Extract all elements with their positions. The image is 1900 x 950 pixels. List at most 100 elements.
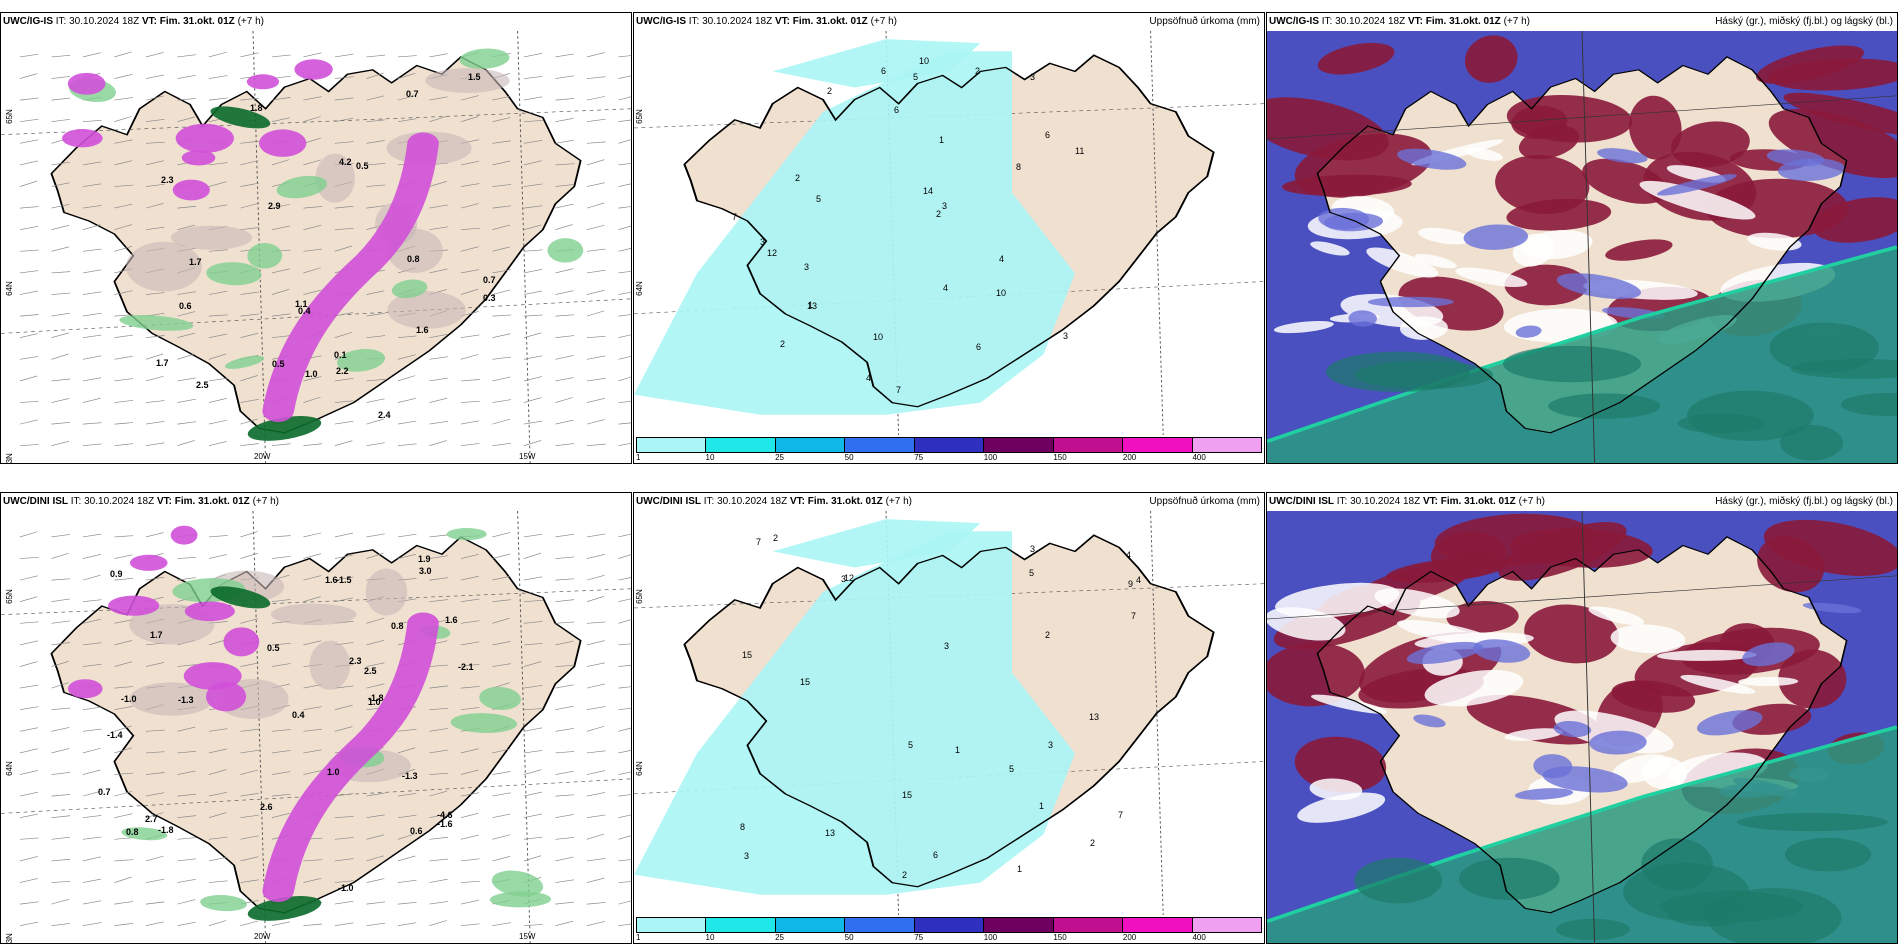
wind-barb: [429, 599, 449, 603]
wind-barb: [334, 793, 354, 797]
light-precip-area: [489, 891, 552, 908]
hatched-area: [126, 241, 202, 292]
wind-barb: [114, 725, 132, 732]
wind-barb: [492, 617, 510, 624]
wind-barb: [429, 534, 449, 538]
wind-barb: [82, 747, 101, 754]
wind-barb: [618, 314, 631, 317]
wind-barb: [618, 727, 631, 732]
coastline: [1316, 536, 1848, 914]
wind-value-label: 0.5: [356, 161, 369, 171]
wind-barb: [177, 556, 197, 559]
magenta-precip-cell: [170, 525, 198, 545]
wind-value-label: 0.6: [410, 826, 423, 836]
wind-barb: [523, 642, 543, 646]
wind-barb: [429, 356, 448, 360]
wind-barb: [145, 52, 164, 58]
wind-barb: [397, 443, 417, 447]
wind-barb: [366, 398, 385, 403]
wind-value-label: 0.8: [391, 621, 404, 631]
high-cloud-patch: [1582, 158, 1669, 204]
wind-barb: [271, 203, 291, 209]
map-panel-precip[interactable]: UWC/DINI ISL IT: 30.10.2024 18Z VT: Fim.…: [633, 492, 1265, 944]
wind-barb: [240, 291, 260, 295]
wind-barb: [240, 227, 260, 231]
wind-barb: [397, 375, 416, 382]
axis-tick-label: 15W: [519, 932, 536, 941]
wind-barb: [397, 879, 417, 883]
map-canvas[interactable]: 0.4 1.0 -1.8 -1.3 -1.8 1.6 0.7 0.8 -1.5 -1.0 0.6 -1…: [1, 511, 631, 943]
wind-barb: [460, 641, 480, 646]
graticule-line: [517, 31, 531, 463]
axis-tick-label: 65N: [634, 109, 644, 124]
wind-barb: [208, 441, 227, 447]
mid-cloud-patch: [1533, 754, 1573, 779]
wind-barb: [492, 442, 512, 447]
wind-barb: [523, 120, 543, 123]
wind-barb: [429, 664, 449, 667]
wind-barb: [271, 225, 291, 231]
valid-label: VT:: [789, 496, 805, 507]
magenta-precip-cell: [294, 59, 333, 80]
convergence-band: [262, 132, 439, 422]
wind-barb: [555, 856, 574, 862]
map-panel-wind[interactable]: UWC/IG-IS IT: 30.10.2024 18Z VT: Fim. 31…: [0, 12, 632, 464]
init-time: IT: 30.10.2024 18Z: [703, 496, 788, 507]
wind-barb: [240, 313, 260, 317]
wind-barb: [114, 51, 132, 58]
wind-barb: [303, 553, 322, 559]
wind-barb: [240, 920, 259, 927]
map-canvas[interactable]: [1267, 31, 1897, 463]
wind-barb: [114, 160, 133, 166]
high-cloud-patch: [1464, 35, 1518, 83]
precip-amount-label: 14: [923, 186, 934, 196]
light-precip-area: [391, 279, 428, 299]
wind-barb: [208, 290, 228, 295]
map-panel-cloud[interactable]: UWC/IG-IS IT: 30.10.2024 18Z VT: Fim. 31…: [1266, 12, 1898, 464]
map-canvas[interactable]: 1 3 3 6 5 4 2 13 15 8 7 5 12 13 15 4 7 5 2 3 2 7 1 2 9 15 1 3 3 65N 64…: [634, 511, 1264, 915]
high-cloud-patch: [1524, 604, 1619, 664]
map-canvas[interactable]: 0.7 1.0 4.2 2.4 2.2 1.7 0.8 0.5 0.1 1.1 1.8 1.7 0.6 0…: [1, 31, 631, 463]
precip-amount-label: 2: [773, 533, 779, 543]
wind-barb: [82, 205, 102, 209]
wind-barb: [177, 205, 197, 209]
wind-barb: [82, 224, 101, 231]
wind-barb: [618, 55, 631, 58]
coastline: [683, 54, 1215, 408]
wind-barb: [240, 160, 259, 166]
map-panel-wind[interactable]: UWC/DINI ISL IT: 30.10.2024 18Z VT: Fim.…: [0, 492, 632, 944]
legend-label: 75: [914, 453, 924, 462]
wind-barb: [334, 900, 354, 905]
wind-barb: [271, 750, 291, 754]
legend-label: 200: [1122, 453, 1137, 462]
legend-swatch: [984, 438, 1054, 452]
wind-barb: [460, 769, 479, 775]
wind-barb: [240, 618, 259, 624]
precip-amount-label: 2: [795, 173, 801, 183]
legend-swatch: [845, 918, 915, 932]
model-name: UWC/IG-IS: [636, 16, 686, 27]
wind-barb: [82, 663, 102, 667]
wind-barb: [303, 859, 323, 862]
legend-swatch: [1123, 918, 1193, 932]
wind-barb: [240, 375, 258, 382]
map-panel-precip[interactable]: UWC/IG-IS IT: 30.10.2024 18Z VT: Fim. 31…: [633, 12, 1265, 464]
wind-barb: [19, 856, 38, 862]
axis-tick-label: 15W: [519, 452, 536, 461]
wind-barb: [145, 183, 165, 187]
map-panel-cloud[interactable]: UWC/DINI ISL IT: 30.10.2024 18Z VT: Fim.…: [1266, 492, 1898, 944]
wind-value-label: -1.0: [121, 694, 137, 704]
wind-barb: [114, 686, 134, 689]
wind-barb: [460, 553, 479, 559]
map-canvas[interactable]: 2 3 2 6 4 5 3 1 11 8 3 10 10 2 7 6 3 7 13 4 6 5 6 3 14 10 12 2 1 4 2 65…: [634, 31, 1264, 435]
wind-barb: [523, 813, 543, 819]
legend-swatch: [637, 918, 707, 932]
high-cloud-patch: [1812, 197, 1897, 243]
wind-barb: [19, 640, 38, 646]
map-canvas[interactable]: [1267, 511, 1897, 943]
wind-barb: [19, 531, 38, 538]
wind-barb: [334, 245, 353, 252]
low-cloud-patch: [1840, 393, 1897, 416]
wind-barb: [208, 554, 227, 559]
wind-barb: [460, 203, 479, 209]
